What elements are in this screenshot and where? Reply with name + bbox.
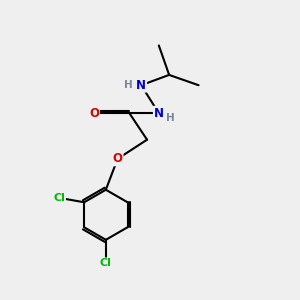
Text: H: H [124,80,133,90]
Text: H: H [166,113,174,124]
Text: N: N [136,79,146,92]
Text: O: O [112,152,123,165]
Text: Cl: Cl [53,193,65,203]
Text: Cl: Cl [100,258,112,268]
Text: O: O [89,107,99,120]
Text: N: N [154,107,164,120]
